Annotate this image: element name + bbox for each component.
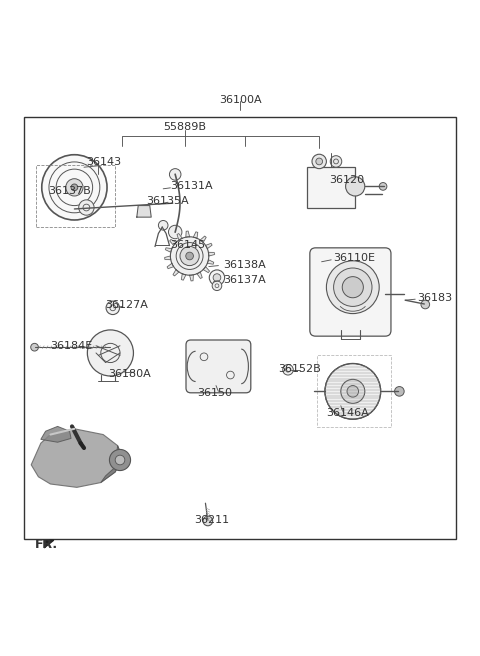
Polygon shape — [165, 256, 171, 260]
Circle shape — [203, 516, 213, 525]
Text: 36184E: 36184E — [50, 341, 93, 351]
Circle shape — [170, 237, 209, 276]
Text: 36110E: 36110E — [334, 253, 375, 264]
Circle shape — [326, 261, 379, 314]
Bar — [36, 165, 115, 227]
Circle shape — [115, 455, 125, 465]
Circle shape — [158, 220, 168, 230]
Circle shape — [325, 363, 381, 419]
Polygon shape — [166, 248, 172, 253]
Polygon shape — [203, 267, 209, 273]
Polygon shape — [101, 445, 122, 483]
Circle shape — [87, 330, 133, 376]
Text: 36146A: 36146A — [326, 409, 369, 419]
Polygon shape — [44, 540, 54, 548]
Circle shape — [316, 158, 323, 165]
Circle shape — [186, 252, 193, 260]
Polygon shape — [186, 231, 190, 237]
Polygon shape — [173, 270, 179, 276]
FancyBboxPatch shape — [186, 340, 251, 393]
Text: 36145: 36145 — [170, 241, 205, 251]
Circle shape — [312, 154, 326, 169]
Text: 36138A: 36138A — [223, 260, 266, 270]
Bar — [307, 167, 355, 208]
Text: 36137B: 36137B — [48, 186, 91, 196]
Polygon shape — [167, 263, 174, 268]
Polygon shape — [193, 232, 198, 238]
Bar — [24, 117, 456, 539]
Polygon shape — [207, 260, 214, 264]
Polygon shape — [197, 272, 202, 278]
Circle shape — [169, 169, 181, 180]
Circle shape — [395, 386, 404, 396]
Polygon shape — [181, 274, 186, 280]
Polygon shape — [177, 234, 182, 240]
Text: 36120: 36120 — [329, 175, 364, 185]
Polygon shape — [41, 426, 71, 442]
Text: 36131A: 36131A — [170, 182, 213, 192]
Polygon shape — [170, 239, 176, 245]
Text: FR.: FR. — [35, 539, 58, 552]
Circle shape — [106, 301, 120, 315]
Text: 36143: 36143 — [86, 157, 121, 167]
Circle shape — [209, 270, 225, 285]
Circle shape — [379, 182, 387, 190]
Text: 36183: 36183 — [418, 293, 453, 303]
Circle shape — [168, 225, 182, 239]
Text: 36137A: 36137A — [223, 275, 266, 285]
FancyBboxPatch shape — [310, 248, 391, 336]
Circle shape — [109, 449, 131, 470]
Polygon shape — [205, 243, 212, 249]
Circle shape — [42, 155, 107, 220]
Polygon shape — [200, 236, 206, 243]
Text: 36150: 36150 — [197, 388, 232, 398]
Text: 36152B: 36152B — [278, 364, 321, 374]
Circle shape — [330, 155, 342, 167]
Circle shape — [347, 386, 359, 397]
Polygon shape — [31, 429, 122, 487]
Circle shape — [66, 178, 83, 196]
Circle shape — [342, 277, 363, 298]
Circle shape — [341, 379, 365, 403]
Circle shape — [212, 281, 222, 291]
Polygon shape — [190, 275, 193, 281]
Text: 36180A: 36180A — [108, 369, 151, 379]
Circle shape — [213, 274, 221, 281]
Polygon shape — [137, 205, 151, 217]
Text: 36211: 36211 — [194, 515, 229, 525]
Polygon shape — [208, 253, 215, 256]
Circle shape — [71, 184, 78, 191]
Circle shape — [180, 247, 199, 266]
Circle shape — [79, 200, 94, 215]
Text: 55889B: 55889B — [163, 123, 206, 133]
Circle shape — [334, 268, 372, 306]
Circle shape — [346, 177, 365, 196]
Text: 36100A: 36100A — [219, 95, 261, 105]
Bar — [317, 356, 391, 427]
Circle shape — [283, 365, 293, 375]
Circle shape — [31, 343, 38, 351]
Text: 36135A: 36135A — [146, 195, 189, 206]
Text: 36127A: 36127A — [106, 300, 148, 310]
Circle shape — [421, 300, 430, 309]
